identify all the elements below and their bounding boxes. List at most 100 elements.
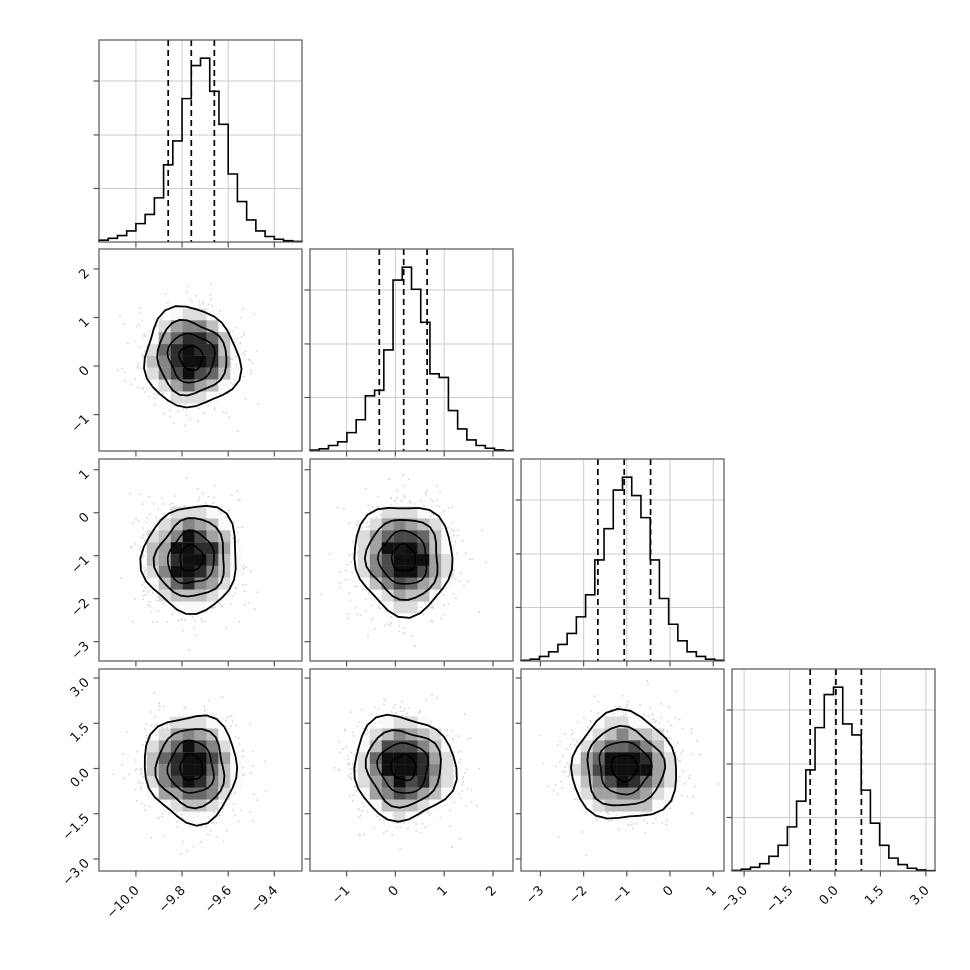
density-cells-layer <box>357 506 454 614</box>
axis-tick-label: 1.5 <box>68 720 93 745</box>
axis-tick-label: 2 <box>483 883 499 899</box>
contour-lines <box>143 305 243 409</box>
contour-lines <box>353 713 458 823</box>
contour-line <box>376 742 430 794</box>
axis-ticks <box>726 709 927 877</box>
panel-border <box>731 668 936 872</box>
panel-border <box>520 668 725 872</box>
axis-tick-label: −1.5 <box>60 811 93 844</box>
quantile-lines <box>378 249 428 451</box>
axis-tick-label: −1 <box>69 553 93 577</box>
histogram-step <box>520 476 725 662</box>
quantile-lines <box>597 459 652 661</box>
axis-tick-label: −3.0 <box>60 856 93 889</box>
quantile-lines <box>809 669 863 871</box>
histogram-step <box>309 266 514 452</box>
panel-border <box>520 458 725 662</box>
contour-line <box>154 728 226 810</box>
axis-tick-label: −9.8 <box>156 883 189 916</box>
y-axis-tick-labels: −1 0 1 2 <box>69 266 93 436</box>
density-cells-layer <box>146 506 243 614</box>
panel-hist-p2 <box>304 248 514 457</box>
contour-lines <box>143 714 239 827</box>
panel-2d-p1-p2: −1 0 1 2 <box>69 248 303 457</box>
axis-ticks <box>93 80 275 248</box>
panel-border <box>98 39 303 243</box>
contour-line <box>166 739 215 794</box>
axis-tick-label: 0 <box>76 363 92 379</box>
contour-line <box>179 752 204 781</box>
histogram-step <box>98 57 303 243</box>
axis-tick-label: −1 <box>69 412 93 436</box>
axis-tick-label: 1 <box>435 883 451 899</box>
contour-line <box>156 318 228 397</box>
contour-line <box>139 504 237 615</box>
axis-tick-label: −1 <box>329 883 353 907</box>
contour-line <box>179 543 205 572</box>
axis-tick-label: 3.0 <box>908 883 933 908</box>
panel-hist-p3 <box>515 458 725 667</box>
axis-ticks <box>304 289 494 457</box>
axis-tick-label: 0.0 <box>68 766 93 791</box>
panel-gridlines <box>99 40 302 242</box>
panel-hist-p4: −3.0 −1.5 0.0 1.5 3.0 <box>718 668 936 916</box>
contour-line <box>143 714 239 827</box>
panel-hist-p1 <box>93 39 303 248</box>
axis-tick-label: 0 <box>76 510 92 526</box>
axis-tick-label: 0 <box>660 883 676 899</box>
contour-line <box>353 507 454 619</box>
panel-gridlines <box>310 249 513 451</box>
contour-line <box>363 519 439 601</box>
axis-tick-label: −2 <box>69 596 93 620</box>
panel-2d-p1-p4: −10.0 −9.8 −9.6 −9.4 −3.0 −1.5 0.0 1.5 3.0 <box>60 668 303 922</box>
axis-tick-label: 1 <box>704 883 720 899</box>
contour-lines <box>139 504 237 615</box>
axis-tick-label: 2 <box>76 266 92 282</box>
contour-line <box>143 305 243 409</box>
contour-line <box>598 741 653 796</box>
panel-2d-p1-p3: −3 −2 −1 0 1 <box>69 458 303 667</box>
contour-line <box>353 713 458 823</box>
panel-border <box>309 248 514 452</box>
axis-tick-label: −1.5 <box>763 883 796 916</box>
panel-border <box>98 458 303 662</box>
x-axis-tick-labels: −3.0 −1.5 0.0 1.5 3.0 <box>718 883 933 916</box>
contour-line <box>570 708 677 820</box>
axis-tick-label: −9.6 <box>202 883 235 916</box>
panel-gridlines <box>732 669 935 871</box>
axis-tick-label: 1 <box>76 315 92 331</box>
axis-tick-label: −3.0 <box>718 883 751 916</box>
axis-tick-label: −10.0 <box>104 883 143 922</box>
quantile-lines <box>167 40 216 242</box>
axis-ticks <box>93 469 275 667</box>
axis-ticks <box>304 677 494 877</box>
panel-2d-p3-p4: −3 −2 −1 0 1 <box>515 668 725 907</box>
contour-line <box>389 753 417 782</box>
contour-line <box>364 729 442 809</box>
axis-tick-label: −3 <box>69 639 93 663</box>
y-axis-tick-labels: −3.0 −1.5 0.0 1.5 3.0 <box>60 675 93 889</box>
axis-tick-label: 3.0 <box>68 675 93 700</box>
contour-line <box>376 529 428 585</box>
axis-ticks <box>304 469 494 667</box>
contour-line <box>152 517 225 598</box>
axis-tick-label: 1.5 <box>862 883 887 908</box>
axis-tick-label: −3 <box>523 883 547 907</box>
density-cells-layer <box>357 716 454 824</box>
axis-tick-label: 1 <box>76 467 92 483</box>
panel-gridlines <box>521 459 724 661</box>
panel-border <box>98 668 303 872</box>
histogram-step <box>731 686 936 872</box>
contour-line <box>390 542 417 572</box>
contour-line <box>586 725 667 807</box>
contour-line <box>610 754 639 783</box>
axis-ticks <box>515 677 714 877</box>
y-axis-tick-labels: −3 −2 −1 0 1 <box>69 467 93 663</box>
contour-lines <box>353 507 454 619</box>
x-axis-tick-labels: −3 −2 −1 0 1 <box>523 883 720 907</box>
panel-2d-p2-p3 <box>304 458 514 667</box>
x-axis-tick-labels: −1 0 1 2 <box>329 883 500 907</box>
axis-tick-label: −2 <box>566 883 590 907</box>
